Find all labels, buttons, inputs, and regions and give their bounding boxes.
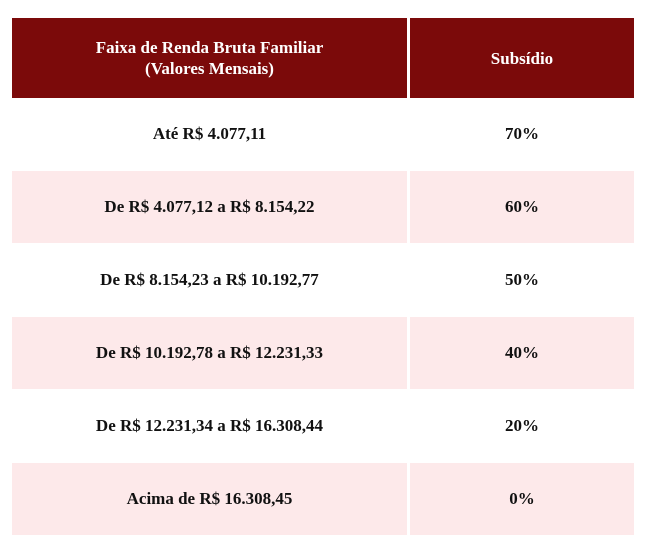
column-divider (407, 98, 410, 170)
table-row: Até R$ 4.077,11 70% (12, 98, 634, 170)
column-divider (407, 390, 410, 462)
subsidy-table: Faixa de Renda Bruta Familiar (Valores M… (12, 18, 634, 535)
income-range-cell: De R$ 12.231,34 a R$ 16.308,44 (95, 416, 324, 435)
table-body: Até R$ 4.077,11 70% De R$ 4.077,12 a R$ … (12, 98, 634, 535)
income-range-cell: De R$ 4.077,12 a R$ 8.154,22 (104, 197, 315, 216)
income-range-cell: Até R$ 4.077,11 (152, 124, 267, 143)
table-row: De R$ 8.154,23 a R$ 10.192,77 50% (12, 244, 634, 316)
income-range-cell: Acima de R$ 16.308,45 (126, 489, 293, 508)
header-income-range-line1: Faixa de Renda Bruta Familiar (95, 38, 324, 57)
subsidy-cell: 20% (505, 416, 539, 435)
subsidy-cell: 50% (505, 270, 539, 289)
income-range-cell: De R$ 8.154,23 a R$ 10.192,77 (100, 270, 319, 289)
subsidy-cell: 60% (505, 197, 539, 216)
column-divider (407, 244, 410, 316)
column-divider (407, 463, 410, 535)
subsidy-cell: 0% (509, 489, 535, 508)
header-income-range: Faixa de Renda Bruta Familiar (Valores M… (12, 18, 407, 98)
header-income-range-line2: (Valores Mensais) (145, 59, 274, 78)
table-row: De R$ 12.231,34 a R$ 16.308,44 20% (12, 390, 634, 462)
column-divider (407, 171, 410, 243)
header-subsidy: Subsídio (410, 18, 634, 98)
table-row: Acima de R$ 16.308,45 0% (12, 463, 634, 535)
table-row: De R$ 4.077,12 a R$ 8.154,22 60% (12, 171, 634, 243)
subsidy-cell: 70% (505, 124, 539, 143)
table-header: Faixa de Renda Bruta Familiar (Valores M… (12, 18, 634, 98)
header-divider (407, 18, 410, 98)
income-range-cell: De R$ 10.192,78 a R$ 12.231,33 (95, 343, 324, 362)
table-row: De R$ 10.192,78 a R$ 12.231,33 40% (12, 317, 634, 389)
column-divider (407, 317, 410, 389)
subsidy-cell: 40% (505, 343, 539, 362)
